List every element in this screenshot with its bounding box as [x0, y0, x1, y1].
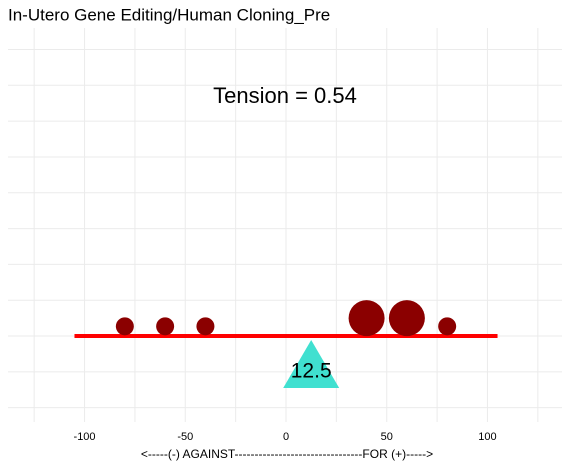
bubble — [115, 317, 134, 336]
grid: -100 -50 0 50 100 — [8, 28, 562, 443]
pivot-label: 12.5 — [291, 360, 332, 383]
bubble — [156, 317, 175, 336]
x-tick-label: -50 — [177, 431, 193, 443]
marks: 12.5 — [74, 300, 498, 389]
annotation: Tension = 0.54 — [213, 83, 357, 108]
pivot — [283, 340, 340, 389]
x-tick-label: 100 — [478, 431, 496, 443]
x-tick-label: 50 — [381, 431, 393, 443]
x-tick-label: 0 — [283, 431, 289, 443]
x-axis-label: <-----(-) AGAINST-----------------------… — [141, 447, 433, 461]
bubble — [196, 317, 215, 336]
x-tick-label: -100 — [74, 431, 96, 443]
chart-title: In-Utero Gene Editing/Human Cloning_Pre — [8, 5, 330, 24]
bubble — [438, 317, 457, 336]
bubble — [348, 300, 385, 337]
bubble — [388, 300, 425, 337]
